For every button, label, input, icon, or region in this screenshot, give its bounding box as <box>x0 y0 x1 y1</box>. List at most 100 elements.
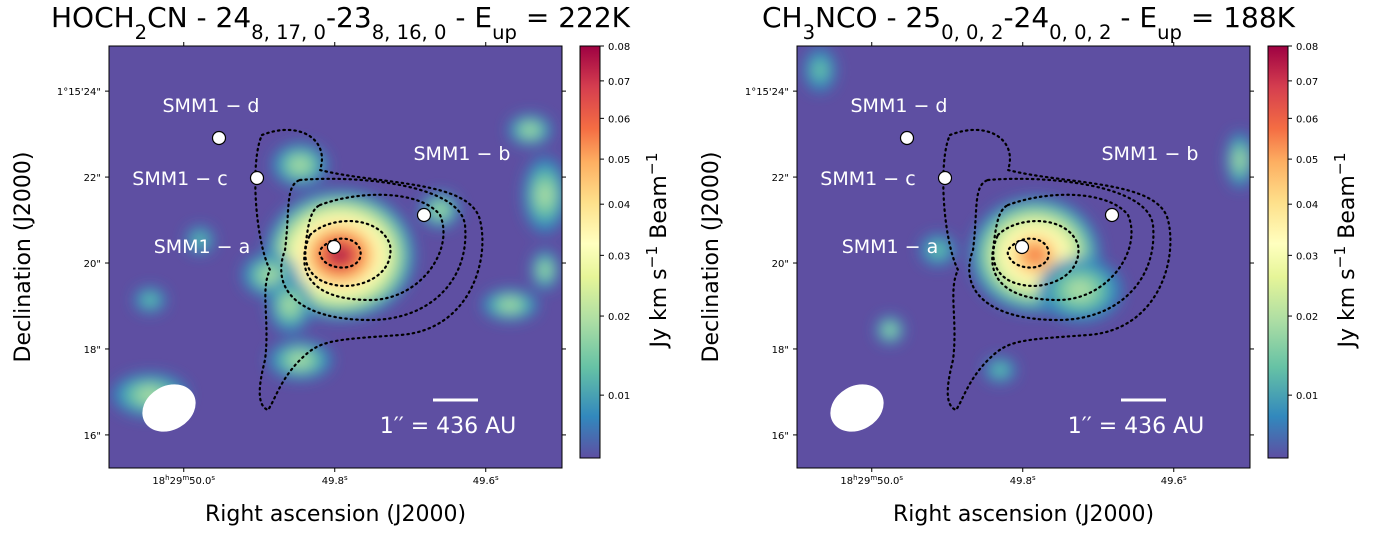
x-tick-label-part: 18 <box>152 476 165 487</box>
source-marker <box>899 130 915 146</box>
y-tick-label: 1°15'24" <box>57 87 101 98</box>
x-tick-label-part: h <box>165 474 169 482</box>
emission-level <box>812 59 828 81</box>
emission-level <box>193 233 207 247</box>
chart-title-part: up <box>1157 21 1182 44</box>
plot-frame <box>796 45 1251 469</box>
chart-title-part: 3 <box>803 21 815 44</box>
scale-bar-label: 1′′ = 436 AU <box>380 414 517 439</box>
y-tick-label: 1°15'24" <box>745 87 789 98</box>
contour <box>304 219 392 288</box>
colorbar-tick-label: 0.06 <box>608 114 630 125</box>
chart-title-part: HOCH <box>51 1 135 34</box>
x-tick-label-part: h <box>853 474 857 482</box>
emission-level <box>260 267 280 283</box>
y-tick-label: 16" <box>84 431 101 442</box>
chart-title-part: = 222K <box>517 1 631 34</box>
source-marker <box>211 130 227 146</box>
y-axis-label: Declination (J2000) <box>699 152 724 363</box>
source-marker <box>937 170 953 186</box>
colorbar-tick-label: 0.01 <box>1296 391 1318 402</box>
emission-level <box>433 204 447 216</box>
colorbar-label-part: −1 <box>643 246 661 269</box>
colorbar-tick-label: 0.03 <box>1296 251 1318 262</box>
chart-title-part: = 188K <box>1182 1 1296 34</box>
x-tick-label: 49.6s <box>473 474 499 487</box>
chart-title-part: - E <box>1111 1 1157 34</box>
y-tick-label: 22" <box>84 173 101 184</box>
colorbar-tick-label: 0.01 <box>608 391 630 402</box>
beam <box>830 384 884 432</box>
colorbar-tick-label: 0.07 <box>608 77 630 88</box>
y-tick-label: 18" <box>84 345 101 356</box>
chart-title-part: -23 <box>326 1 372 34</box>
contour <box>280 177 467 322</box>
contour <box>992 219 1080 288</box>
emission-level <box>1066 279 1094 301</box>
scale-bar-label: 1′′ = 436 AU <box>1068 414 1205 439</box>
y-tick-label: 16" <box>772 431 789 442</box>
x-tick-label-part: 49.6 <box>1161 476 1183 487</box>
colorbar-label-part: −1 <box>643 152 661 175</box>
x-tick-label: 49.8s <box>1010 474 1036 487</box>
source-label: SMM1 − d <box>851 95 948 117</box>
x-tick-label-part: 29 <box>858 476 871 487</box>
source-label: SMM1 − a <box>842 236 939 258</box>
chart-title: HOCH2CN - 248, 17, 0-238, 16, 0 - Eup = … <box>51 1 631 44</box>
emission-level <box>1026 247 1044 263</box>
contour <box>318 237 362 269</box>
panel: 1′′ = 436 AU SMM1 − a SMM1 − b SMM1 − c SMM1… <box>699 1 1360 527</box>
colorbar-label: Jy km s−1 Beam−1 <box>1331 152 1360 349</box>
contour <box>254 128 484 412</box>
source-marker <box>1104 207 1120 223</box>
contour <box>942 128 1172 412</box>
emission-level <box>282 295 298 315</box>
panel: 1′′ = 436 AU SMM1 − a SMM1 − b SMM1 − c SMM1… <box>11 1 672 527</box>
chart-title-part: CN - 24 <box>147 1 251 34</box>
source-marker <box>326 239 342 255</box>
source-marker <box>416 207 432 223</box>
x-tick-label-part: s <box>495 474 499 482</box>
colorbar-label: Jy km s−1 Beam−1 <box>643 152 672 349</box>
chart-title-part: CH <box>762 1 803 34</box>
emission-level <box>500 299 520 311</box>
chart-title-part: 8, 17, 0 <box>251 21 326 44</box>
contour <box>1006 237 1050 269</box>
colorbar-tick-label: 0.05 <box>608 155 630 166</box>
x-tick-label-part: 49.8 <box>322 476 344 487</box>
y-axis-label: Declination (J2000) <box>11 152 36 363</box>
colorbar-tick-label: 0.05 <box>1296 155 1318 166</box>
emission-level <box>885 325 895 335</box>
colorbar-label-part: −1 <box>1331 152 1349 175</box>
x-tick-label-part: s <box>344 474 348 482</box>
source-label: SMM1 − a <box>154 236 251 258</box>
colorbar <box>1267 45 1289 459</box>
colorbar-tick-label: 0.08 <box>608 42 630 53</box>
x-axis-label: Right ascension (J2000) <box>893 502 1154 527</box>
x-tick-label-part: 50.0 <box>189 476 211 487</box>
colorbar-tick-label: 0.06 <box>1296 114 1318 125</box>
colorbar-tick-label: 0.02 <box>1296 312 1318 323</box>
colorbar-tick-label: 0.07 <box>1296 77 1318 88</box>
emission-level <box>540 263 550 277</box>
y-tick-label: 20" <box>84 259 101 270</box>
x-tick-label-part: 29 <box>170 476 183 487</box>
map-image <box>109 46 562 468</box>
chart-title-part: 0, 0, 2 <box>941 21 1003 44</box>
colorbar-label-part: Jy km s <box>1335 268 1360 349</box>
source-marker <box>249 170 265 186</box>
x-tick-label: 18h29m50.0s <box>152 474 215 487</box>
emission-level <box>289 353 311 367</box>
colorbar <box>579 45 601 459</box>
colorbar-label-part: −1 <box>1331 246 1349 269</box>
y-tick-label: 18" <box>772 345 789 356</box>
x-tick-label-part: m <box>182 474 189 482</box>
emission-level <box>142 293 158 307</box>
x-tick-label: 49.8s <box>322 474 348 487</box>
emission-level <box>929 242 947 258</box>
source-label: SMM1 − b <box>414 143 511 165</box>
chart-title-part: - E <box>446 1 492 34</box>
beam <box>142 384 196 432</box>
source-label: SMM1 − c <box>820 168 915 190</box>
plot-frame <box>108 45 563 469</box>
